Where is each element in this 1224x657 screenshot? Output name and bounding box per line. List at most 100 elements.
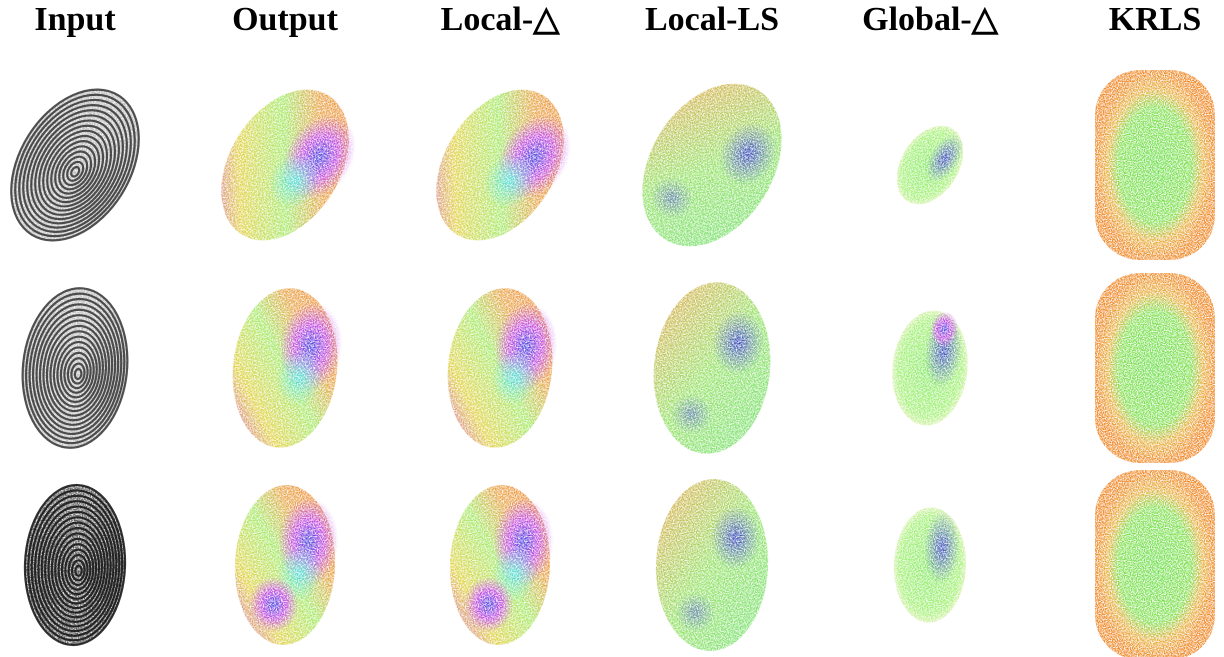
column-header: Input bbox=[34, 1, 116, 38]
orient-patch bbox=[923, 511, 960, 584]
texture bbox=[449, 485, 554, 645]
ridge bbox=[70, 362, 86, 385]
ridge bbox=[33, 500, 118, 633]
orient-base bbox=[1095, 70, 1215, 260]
orient-patch bbox=[248, 576, 299, 633]
ridge bbox=[66, 357, 89, 390]
ridge bbox=[21, 287, 129, 449]
orient-base bbox=[1095, 470, 1215, 657]
orient-patch bbox=[710, 505, 761, 570]
fingerprint-image bbox=[221, 89, 356, 241]
fingerprint-image bbox=[447, 288, 558, 448]
fingerprint-image bbox=[893, 507, 967, 623]
column-header: KRLS bbox=[1109, 1, 1202, 38]
texture bbox=[436, 89, 571, 241]
orient-patch bbox=[926, 134, 964, 183]
texture bbox=[896, 125, 964, 205]
fingerprint-image bbox=[23, 483, 127, 647]
ridge bbox=[52, 335, 101, 408]
texture bbox=[234, 485, 339, 645]
texture bbox=[892, 310, 968, 426]
fingerprint-image bbox=[1095, 70, 1215, 260]
ridge bbox=[54, 145, 97, 195]
ridge bbox=[59, 346, 95, 399]
orient-base bbox=[642, 83, 782, 247]
orient-patch bbox=[712, 310, 765, 375]
fingerprint-image bbox=[655, 479, 769, 651]
orient-base bbox=[1095, 273, 1215, 463]
column-header: Local-△ bbox=[441, 1, 561, 38]
fingerprint-image bbox=[436, 89, 571, 241]
orient-base bbox=[653, 282, 771, 454]
orient-patch bbox=[670, 394, 713, 435]
ridge bbox=[60, 543, 95, 596]
orient-patch bbox=[719, 122, 778, 186]
ridge bbox=[50, 140, 101, 199]
orient-base bbox=[655, 479, 769, 651]
ridge bbox=[62, 155, 89, 187]
ridge bbox=[38, 314, 114, 426]
ridge bbox=[30, 494, 121, 637]
ridge bbox=[26, 109, 124, 225]
orient-patch bbox=[930, 311, 959, 348]
ridge bbox=[74, 564, 83, 577]
ridge bbox=[50, 526, 104, 610]
column-header: Global-△ bbox=[862, 1, 999, 38]
ridge bbox=[23, 483, 127, 647]
ridge bbox=[44, 516, 109, 619]
ridge bbox=[18, 98, 132, 233]
orient-patch bbox=[483, 153, 536, 209]
ridge bbox=[73, 367, 83, 381]
texture bbox=[893, 507, 967, 623]
fingerprint-image bbox=[234, 485, 339, 645]
texture bbox=[642, 83, 782, 247]
column-header: Local-LS bbox=[645, 1, 779, 38]
fingerprint-image bbox=[642, 83, 782, 247]
ridge bbox=[54, 532, 101, 605]
orient-patch bbox=[675, 592, 716, 633]
texture bbox=[232, 288, 343, 448]
ridge bbox=[10, 88, 140, 242]
ridge bbox=[31, 303, 120, 436]
ridge bbox=[42, 129, 109, 208]
orient-patch bbox=[650, 177, 694, 219]
ridge bbox=[45, 324, 108, 417]
orient-patch bbox=[268, 153, 321, 209]
ridge bbox=[37, 505, 115, 628]
ridge bbox=[38, 124, 113, 212]
fingerprint-image bbox=[896, 125, 964, 205]
ridge bbox=[24, 292, 126, 445]
fingerprint-image bbox=[449, 485, 554, 645]
ridge bbox=[70, 165, 81, 178]
texture bbox=[1095, 273, 1215, 463]
orient-patch bbox=[276, 349, 324, 406]
orient-patch bbox=[463, 576, 514, 633]
texture bbox=[221, 89, 356, 241]
fingerprint-image bbox=[653, 282, 771, 454]
texture bbox=[655, 479, 769, 651]
fingerprint-image bbox=[1095, 273, 1215, 463]
texture bbox=[447, 288, 558, 448]
ridge bbox=[22, 103, 128, 229]
ridge bbox=[64, 548, 92, 591]
ridge bbox=[46, 134, 105, 204]
ridge bbox=[35, 308, 117, 431]
texture bbox=[653, 282, 771, 454]
ridge bbox=[47, 521, 106, 614]
fingerprint-image bbox=[1095, 470, 1215, 657]
ridge bbox=[49, 330, 104, 413]
ridge bbox=[40, 510, 112, 623]
orient-patch bbox=[491, 349, 539, 406]
column-headers: Input Output Local-△ Local-LS Global-△ KRLS bbox=[34, 1, 1201, 38]
ridge bbox=[57, 537, 98, 600]
ridge bbox=[70, 559, 86, 582]
ridge bbox=[58, 150, 93, 191]
ridge bbox=[42, 319, 111, 422]
column-header: Output bbox=[232, 1, 338, 38]
fingerprint-image bbox=[21, 287, 129, 449]
texture bbox=[1095, 470, 1215, 657]
fingerprint-image bbox=[10, 88, 140, 242]
fingerprint-image bbox=[892, 310, 968, 426]
